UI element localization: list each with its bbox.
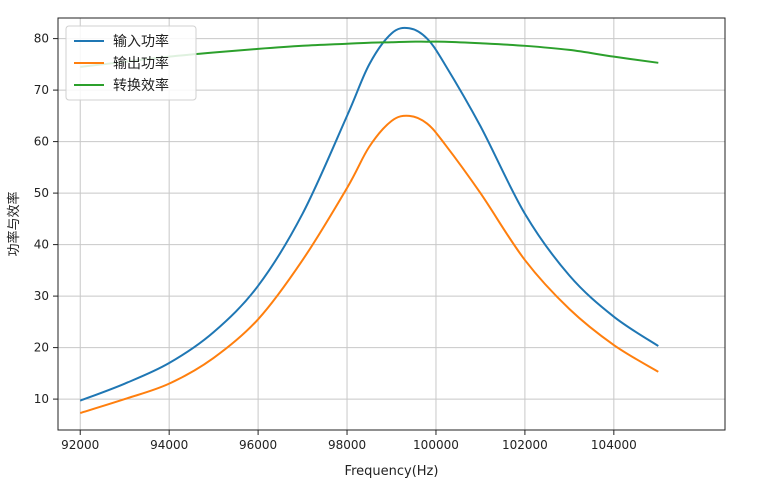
legend-label: 转换效率 xyxy=(113,77,169,94)
x-tick-label: 100000 xyxy=(413,438,459,452)
y-tick-label: 80 xyxy=(34,32,49,46)
y-tick-label: 70 xyxy=(34,83,49,97)
x-tick-label: 92000 xyxy=(61,438,99,452)
grid xyxy=(58,18,725,430)
series-lines xyxy=(79,26,659,414)
x-axis-label: Frequency(Hz) xyxy=(345,464,439,479)
y-tick-label: 10 xyxy=(34,392,49,406)
x-tick-label: 96000 xyxy=(239,438,277,452)
x-tick-label: 102000 xyxy=(502,438,548,452)
x-tick-label: 98000 xyxy=(328,438,366,452)
y-axis-label: 功率与效率 xyxy=(6,191,22,256)
y-tick-label: 50 xyxy=(34,186,49,200)
x-tick-label: 94000 xyxy=(150,438,188,452)
legend-box xyxy=(65,25,197,101)
legend-label: 输出功率 xyxy=(113,55,169,72)
legend-label: 输入功率 xyxy=(113,33,169,50)
series-line-output-power xyxy=(79,114,659,414)
y-tick-label: 20 xyxy=(34,341,49,355)
y-tick-label: 60 xyxy=(34,135,49,149)
axis-ticks: 92000 94000 96000 98000 100000 102000 104000 10… xyxy=(34,32,637,452)
y-tick-label: 30 xyxy=(34,289,49,303)
series-line-conversion-efficiency xyxy=(80,40,659,68)
plot-frame xyxy=(57,17,726,431)
series-line-input-power xyxy=(79,26,659,402)
y-tick-label: 40 xyxy=(34,238,49,252)
x-tick-label: 104000 xyxy=(591,438,637,452)
